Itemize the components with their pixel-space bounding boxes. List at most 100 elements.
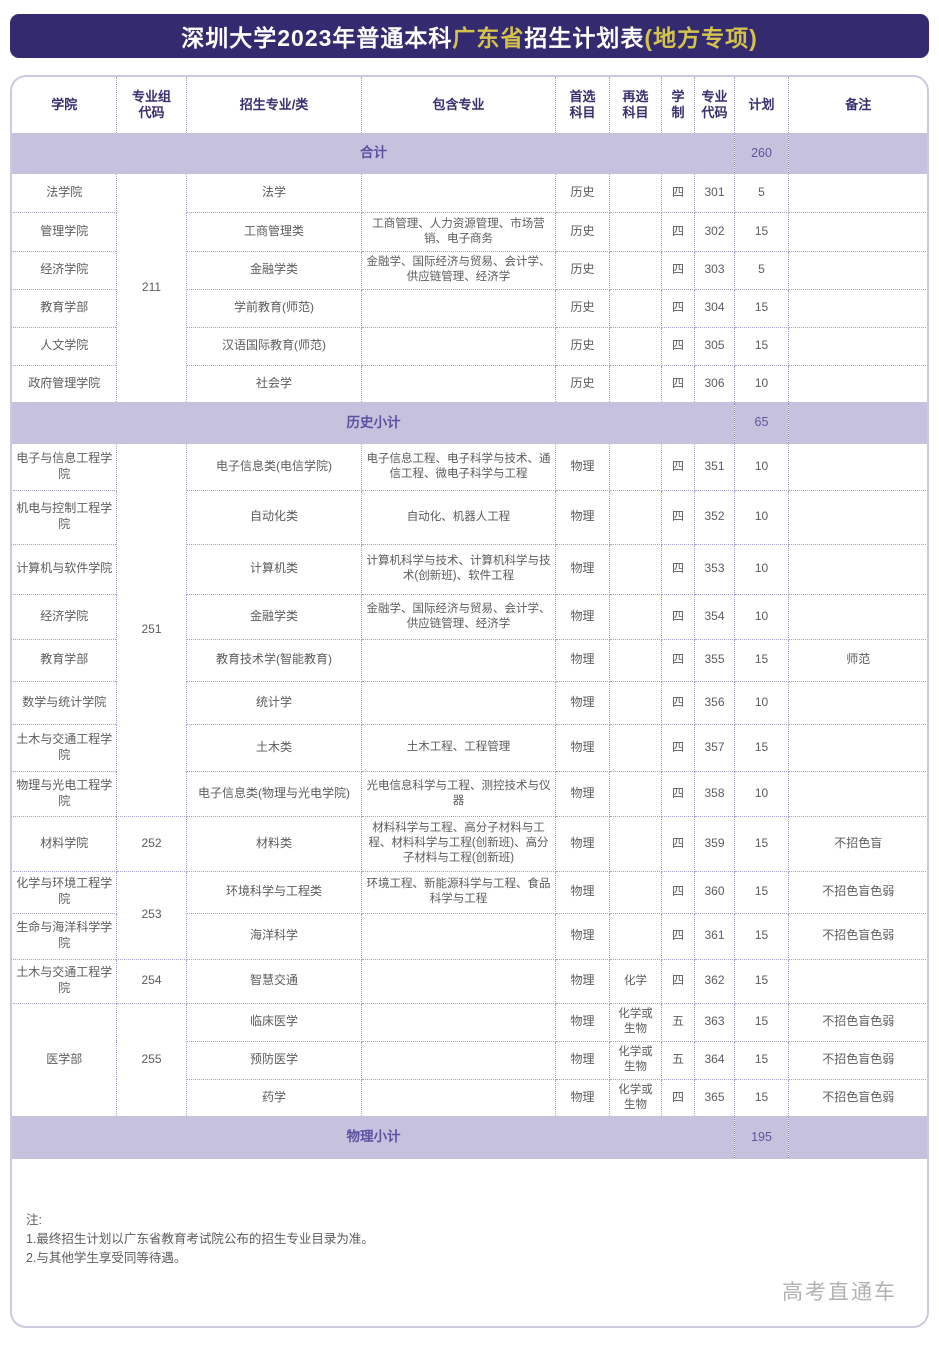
cell-note: 不招色盲色弱 — [788, 1078, 927, 1117]
cell-note — [788, 489, 927, 545]
cell-includes: 金融学、国际经济与贸易、会计学、供应链管理、经济学 — [361, 250, 556, 290]
header-group-code: 专业组 代码 — [116, 77, 187, 134]
cell-plan: 15 — [734, 288, 789, 328]
cell-major: 社会学 — [186, 364, 362, 403]
cell-plan: 10 — [734, 442, 789, 491]
cell-major: 法学 — [186, 172, 362, 213]
cell-plan: 5 — [734, 172, 789, 213]
cell-years: 四 — [661, 489, 695, 545]
cell-group-code: 255 — [116, 1002, 187, 1117]
table-row: 药学 物理 化学或生物 四 365 15 不招色盲色弱 — [13, 1078, 927, 1117]
cell-college: 政府管理学院 — [12, 364, 117, 403]
cell-plan: 15 — [734, 1078, 789, 1117]
cell-major-code: 359 — [694, 815, 735, 872]
cell-second-subject — [609, 172, 662, 213]
cell-first-subject: 物理 — [555, 489, 610, 545]
total-plan: 260 — [734, 132, 789, 174]
table-row: 土木与交通工程学院 254 智慧交通 物理 化学 四 362 15 — [12, 958, 927, 1004]
cell-college: 人文学院 — [12, 326, 117, 366]
cell-second-subject — [609, 593, 662, 640]
cell-major: 统计学 — [186, 680, 362, 725]
cell-note — [788, 172, 927, 213]
table-row: 物理与光电工程学院 电子信息类(物理与光电学院) 光电信息科学与工程、测控技术与… — [12, 770, 927, 817]
cell-plan: 10 — [734, 770, 789, 817]
cell-major-code: 351 — [694, 442, 735, 491]
notes-section: 注: 1.最终招生计划以广东省教育考试院公布的招生专业目录为准。 2.与其他学生… — [26, 1211, 927, 1269]
cell-years: 四 — [661, 680, 695, 725]
table-row: 生命与海洋科学学院 海洋科学 物理 四 361 15 不招色盲色弱 — [12, 912, 927, 960]
cell-college: 经济学院 — [12, 250, 117, 290]
cell-first-subject: 物理 — [555, 723, 610, 772]
cell-years: 四 — [661, 723, 695, 772]
history-subtotal-label: 历史小计 — [12, 401, 735, 444]
cell-major-code: 365 — [694, 1078, 735, 1117]
cell-note — [788, 543, 927, 595]
cell-first-subject: 物理 — [555, 543, 610, 595]
cell-plan: 15 — [734, 1040, 789, 1080]
cell-group-code: 252 — [116, 815, 187, 872]
header-row: 学院 专业组 代码 招生专业/类 包含专业 首选 科目 再选 科目 学 制 专业… — [12, 77, 927, 134]
cell-includes: 计算机科学与技术、计算机科学与技术(创新班)、软件工程 — [361, 543, 556, 595]
cell-second-subject — [609, 211, 662, 252]
table-row: 计算机与软件学院 计算机类 计算机科学与技术、计算机科学与技术(创新班)、软件工… — [12, 543, 927, 595]
cell-note — [788, 326, 927, 366]
cell-major: 临床医学 — [186, 1002, 362, 1042]
physics-subtotal-label: 物理小计 — [12, 1115, 735, 1159]
title-highlight-program: (地方专项) — [644, 25, 758, 51]
cell-major: 金融学类 — [186, 593, 362, 640]
table-row: 教育学部 学前教育(师范) 历史 四 304 15 — [12, 288, 927, 328]
cell-group-code: 211 — [116, 172, 187, 403]
cell-years: 四 — [661, 288, 695, 328]
cell-includes: 土木工程、工程管理 — [361, 723, 556, 772]
cell-first-subject: 物理 — [555, 593, 610, 640]
cell-college: 土木与交通工程学院 — [12, 723, 117, 772]
table-row: 材料学院 252 材料类 材料科学与工程、高分子材料与工程、材料科学与工程(创新… — [12, 815, 927, 872]
cell-major-code: 302 — [694, 211, 735, 252]
cell-first-subject: 物理 — [555, 770, 610, 817]
cell-note: 不招色盲色弱 — [788, 912, 927, 960]
cell-includes — [361, 680, 556, 725]
cell-major-code: 360 — [694, 870, 735, 914]
cell-second-subject — [609, 543, 662, 595]
cell-college: 教育学部 — [12, 638, 117, 682]
watermark-text: 高考直通车 — [782, 1281, 897, 1304]
history-subtotal-note — [788, 401, 927, 444]
cell-plan: 5 — [734, 250, 789, 290]
cell-major-code: 353 — [694, 543, 735, 595]
physics-subtotal-row: 物理小计 195 — [12, 1115, 927, 1159]
cell-note — [788, 442, 927, 491]
cell-plan: 10 — [734, 364, 789, 403]
cell-college: 计算机与软件学院 — [12, 543, 117, 595]
cell-college: 材料学院 — [12, 815, 117, 872]
cell-first-subject: 物理 — [555, 815, 610, 872]
cell-years: 四 — [661, 1078, 695, 1117]
title-part2: 招生计划表 — [524, 25, 645, 51]
cell-plan: 10 — [734, 489, 789, 545]
cell-years: 四 — [661, 326, 695, 366]
cell-includes — [361, 1040, 556, 1080]
cell-second-subject — [609, 638, 662, 682]
cell-college: 化学与环境工程学院 — [12, 870, 117, 914]
admission-plan-table: 学院 专业组 代码 招生专业/类 包含专业 首选 科目 再选 科目 学 制 专业… — [12, 77, 927, 1159]
table-row: 法学院 211 法学 历史 四 301 5 — [12, 172, 927, 403]
cell-major-code: 306 — [694, 364, 735, 403]
cell-second-subject — [609, 288, 662, 328]
table-row: 政府管理学院 社会学 历史 四 306 10 — [12, 364, 927, 403]
cell-major: 金融学类 — [186, 250, 362, 290]
cell-major-code: 361 — [694, 912, 735, 960]
cell-includes — [361, 1002, 556, 1042]
cell-second-subject: 化学或生物 — [609, 1078, 662, 1117]
cell-note — [788, 723, 927, 772]
cell-first-subject: 物理 — [555, 912, 610, 960]
cell-years: 四 — [661, 543, 695, 595]
cell-plan: 15 — [734, 870, 789, 914]
table-row: 经济学院 金融学类 金融学、国际经济与贸易、会计学、供应链管理、经济学 历史 四… — [12, 250, 927, 290]
cell-major: 电子信息类(电信学院) — [186, 442, 362, 491]
cell-major-code: 364 — [694, 1040, 735, 1080]
table-row: 经济学院 金融学类 金融学、国际经济与贸易、会计学、供应链管理、经济学 物理 四… — [12, 593, 927, 640]
cell-major: 药学 — [186, 1078, 362, 1117]
cell-years: 四 — [661, 912, 695, 960]
cell-years: 四 — [661, 770, 695, 817]
cell-includes — [361, 326, 556, 366]
cell-note — [788, 958, 927, 1004]
